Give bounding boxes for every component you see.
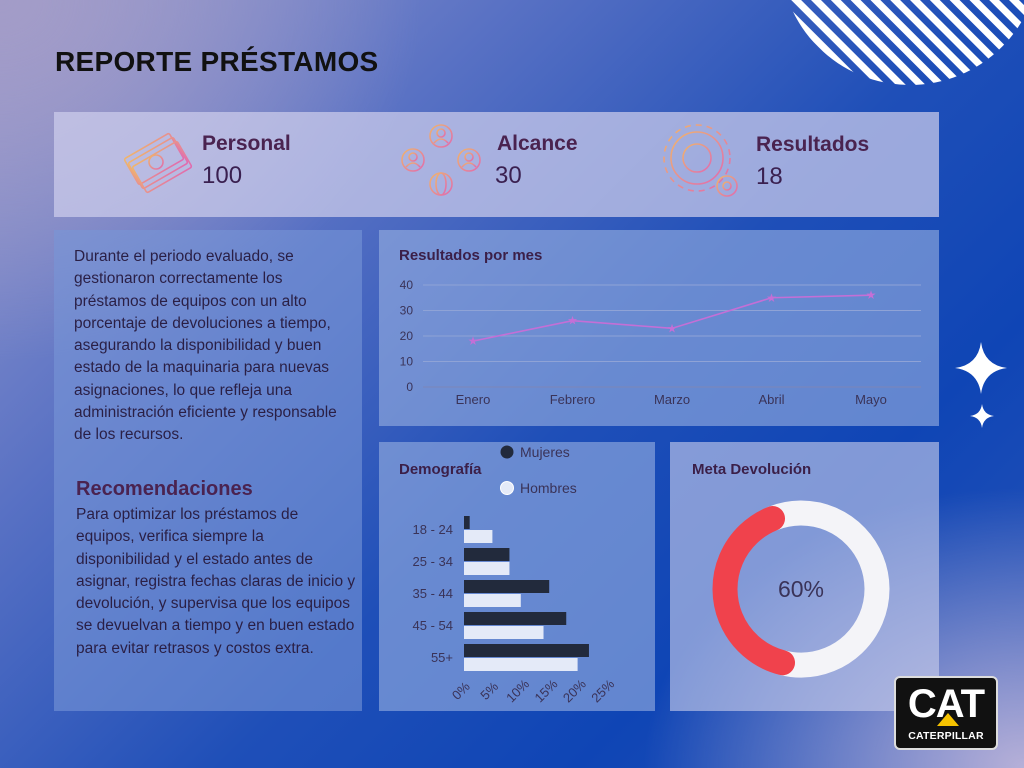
x-tick-label: 0% <box>449 679 473 703</box>
y-category-label: 55+ <box>431 650 453 665</box>
bar-hombres <box>464 658 578 671</box>
bar-mujeres <box>464 644 589 657</box>
data-point: ★ <box>468 334 479 348</box>
line-chart-title: Resultados por mes <box>399 247 543 264</box>
y-category-label: 18 - 24 <box>413 522 453 537</box>
kpi-value: 18 <box>756 163 783 190</box>
sparkle-small-icon <box>970 404 994 428</box>
x-tick-label: 20% <box>560 676 589 705</box>
y-tick-label: 40 <box>400 278 414 292</box>
logo-subtext: CATERPILLAR <box>908 730 984 742</box>
gears-icon <box>663 124 738 197</box>
y-category-label: 25 - 34 <box>413 554 453 569</box>
x-tick-label: 15% <box>532 676 561 705</box>
kpi-personal: Personal 100 <box>114 112 374 217</box>
money-icon <box>123 132 193 194</box>
bar-hombres <box>464 562 510 575</box>
x-tick-label: Mayo <box>855 392 887 407</box>
y-category-label: 45 - 54 <box>413 618 453 633</box>
donut-chart: 60% <box>712 500 890 678</box>
caterpillar-logo: CAT CATERPILLAR <box>894 676 998 750</box>
bar-hombres <box>464 626 544 639</box>
x-tick-label: 10% <box>503 676 532 705</box>
y-tick-label: 0 <box>406 380 413 394</box>
x-tick-label: Abril <box>758 392 784 407</box>
data-point: ★ <box>766 291 777 305</box>
data-point: ★ <box>567 314 578 328</box>
data-point: ★ <box>667 321 678 335</box>
x-tick-label: Febrero <box>550 392 596 407</box>
kpi-value: 100 <box>202 162 243 189</box>
page-title: REPORTE PRÉSTAMOS <box>55 46 379 77</box>
kpi-bar: Personal 100 Alcance 30 Resultados <box>54 112 939 217</box>
x-tick-label: 5% <box>477 679 501 703</box>
legend-label: Hombres <box>520 480 577 496</box>
meta-title: Meta Devolución <box>692 461 812 478</box>
legend-marker <box>500 445 514 459</box>
x-tick-label: 25% <box>588 676 617 705</box>
y-category-label: 35 - 44 <box>413 586 453 601</box>
series-line <box>472 294 872 342</box>
x-tick-label: Enero <box>456 392 491 407</box>
y-tick-label: 20 <box>400 329 414 343</box>
sparkle-icon <box>955 342 1007 394</box>
kpi-label: Resultados <box>756 133 870 156</box>
legend-label: Mujeres <box>520 444 570 460</box>
y-tick-label: 10 <box>400 355 414 369</box>
bar-hombres <box>464 594 521 607</box>
summary-text: Durante el periodo evaluado, se gestiona… <box>74 248 337 444</box>
kpi-label: Personal <box>202 132 291 155</box>
kpi-label: Alcance <box>497 132 578 155</box>
line-chart: 0 10 20 30 40 Enero Febrero Marzo Abril Mayo ★ ★ ★ ★ ★ <box>400 278 921 407</box>
x-tick-label: Marzo <box>654 392 690 407</box>
logo-triangle-icon <box>937 713 959 726</box>
demography-title: Demografía <box>399 461 482 478</box>
decorative-stripes <box>780 0 1024 85</box>
data-point: ★ <box>866 288 877 302</box>
network-people-icon <box>401 124 481 196</box>
recommendations-title: Recomendaciones <box>76 478 253 500</box>
bar-mujeres <box>464 612 567 625</box>
demography-panel: Demografía Mujeres Hombres 18 - 24 25 - 34 3… <box>379 442 655 711</box>
kpi-resultados: Resultados 18 <box>659 112 929 217</box>
kpi-alcance: Alcance 30 <box>399 112 659 217</box>
recommendations-text: Para optimizar los préstamos de equipos,… <box>76 506 356 657</box>
demography-chart: Mujeres Hombres 18 - 24 25 - 34 35 - 44 45 - … <box>413 444 618 705</box>
kpi-value: 30 <box>495 162 522 189</box>
line-chart-panel: Resultados por mes 0 10 20 30 40 Enero Febrero… <box>379 230 939 426</box>
bar-mujeres <box>464 516 470 529</box>
bar-mujeres <box>464 548 510 561</box>
y-tick-label: 30 <box>400 304 414 318</box>
legend-marker <box>500 481 514 495</box>
summary-panel: Durante el periodo evaluado, se gestiona… <box>54 230 362 711</box>
meta-panel: Meta Devolución 60% <box>670 442 939 711</box>
donut-slice <box>712 500 890 678</box>
donut-center-label: 60% <box>778 576 824 602</box>
bar-mujeres <box>464 580 550 593</box>
bar-hombres <box>464 530 493 543</box>
